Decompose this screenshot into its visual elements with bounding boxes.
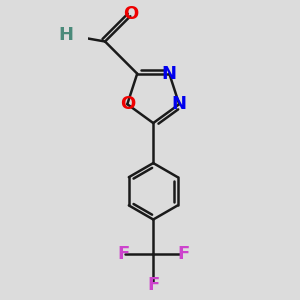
Text: F: F — [177, 244, 190, 262]
Text: O: O — [123, 4, 138, 22]
Text: O: O — [120, 95, 135, 113]
Text: H: H — [58, 26, 74, 44]
Text: N: N — [172, 95, 187, 113]
Text: N: N — [162, 65, 177, 83]
Text: F: F — [117, 244, 129, 262]
Text: F: F — [147, 276, 159, 294]
